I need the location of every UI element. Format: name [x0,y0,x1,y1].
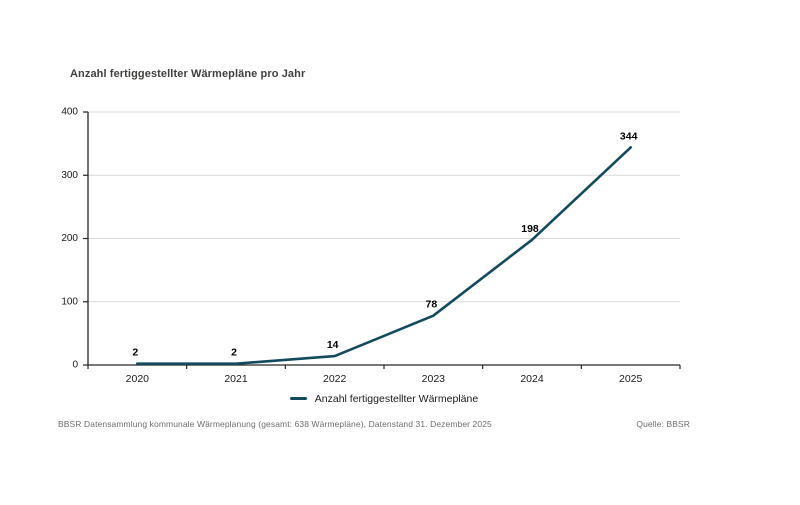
data-label-2020: 2 [132,347,138,359]
legend-series-label: Anzahl fertiggestellter Wärmepläne [314,392,479,405]
y-axis-label-300: 300 [61,170,78,181]
data-label-2025: 344 [620,130,638,142]
footer-source-credit: Quelle: BBSR [636,419,690,429]
x-axis-label-2021: 2021 [224,373,248,385]
series-line-anzahl-fertiggestellter-wärmepläne [136,146,633,366]
y-axis-label-100: 100 [61,296,78,307]
x-axis-label-2023: 2023 [422,373,446,385]
y-axis-label-0: 0 [72,360,78,371]
legend-line-marker [289,397,307,400]
footer-source-note: BBSR Datensammlung kommunale Wärmeplanun… [58,419,492,429]
data-label-2024: 198 [521,223,539,235]
y-axis-label-400: 400 [61,107,78,118]
chart-title: Anzahl fertiggestellter Wärmepläne pro J… [70,68,306,80]
x-axis-label-2022: 2022 [323,373,347,385]
chart-legend: Anzahl fertiggestellter Wärmepläne [88,391,680,406]
y-axis-label-200: 200 [61,233,78,244]
chart-footer: BBSR Datensammlung kommunale Wärmeplanun… [58,419,690,429]
x-axis-label-2025: 2025 [619,373,643,385]
data-label-2023: 78 [425,299,437,311]
data-label-2022: 14 [327,339,339,351]
data-label-2021: 2 [231,347,237,359]
x-axis-label-2020: 2020 [126,373,150,385]
x-axis-label-2024: 2024 [520,373,544,385]
